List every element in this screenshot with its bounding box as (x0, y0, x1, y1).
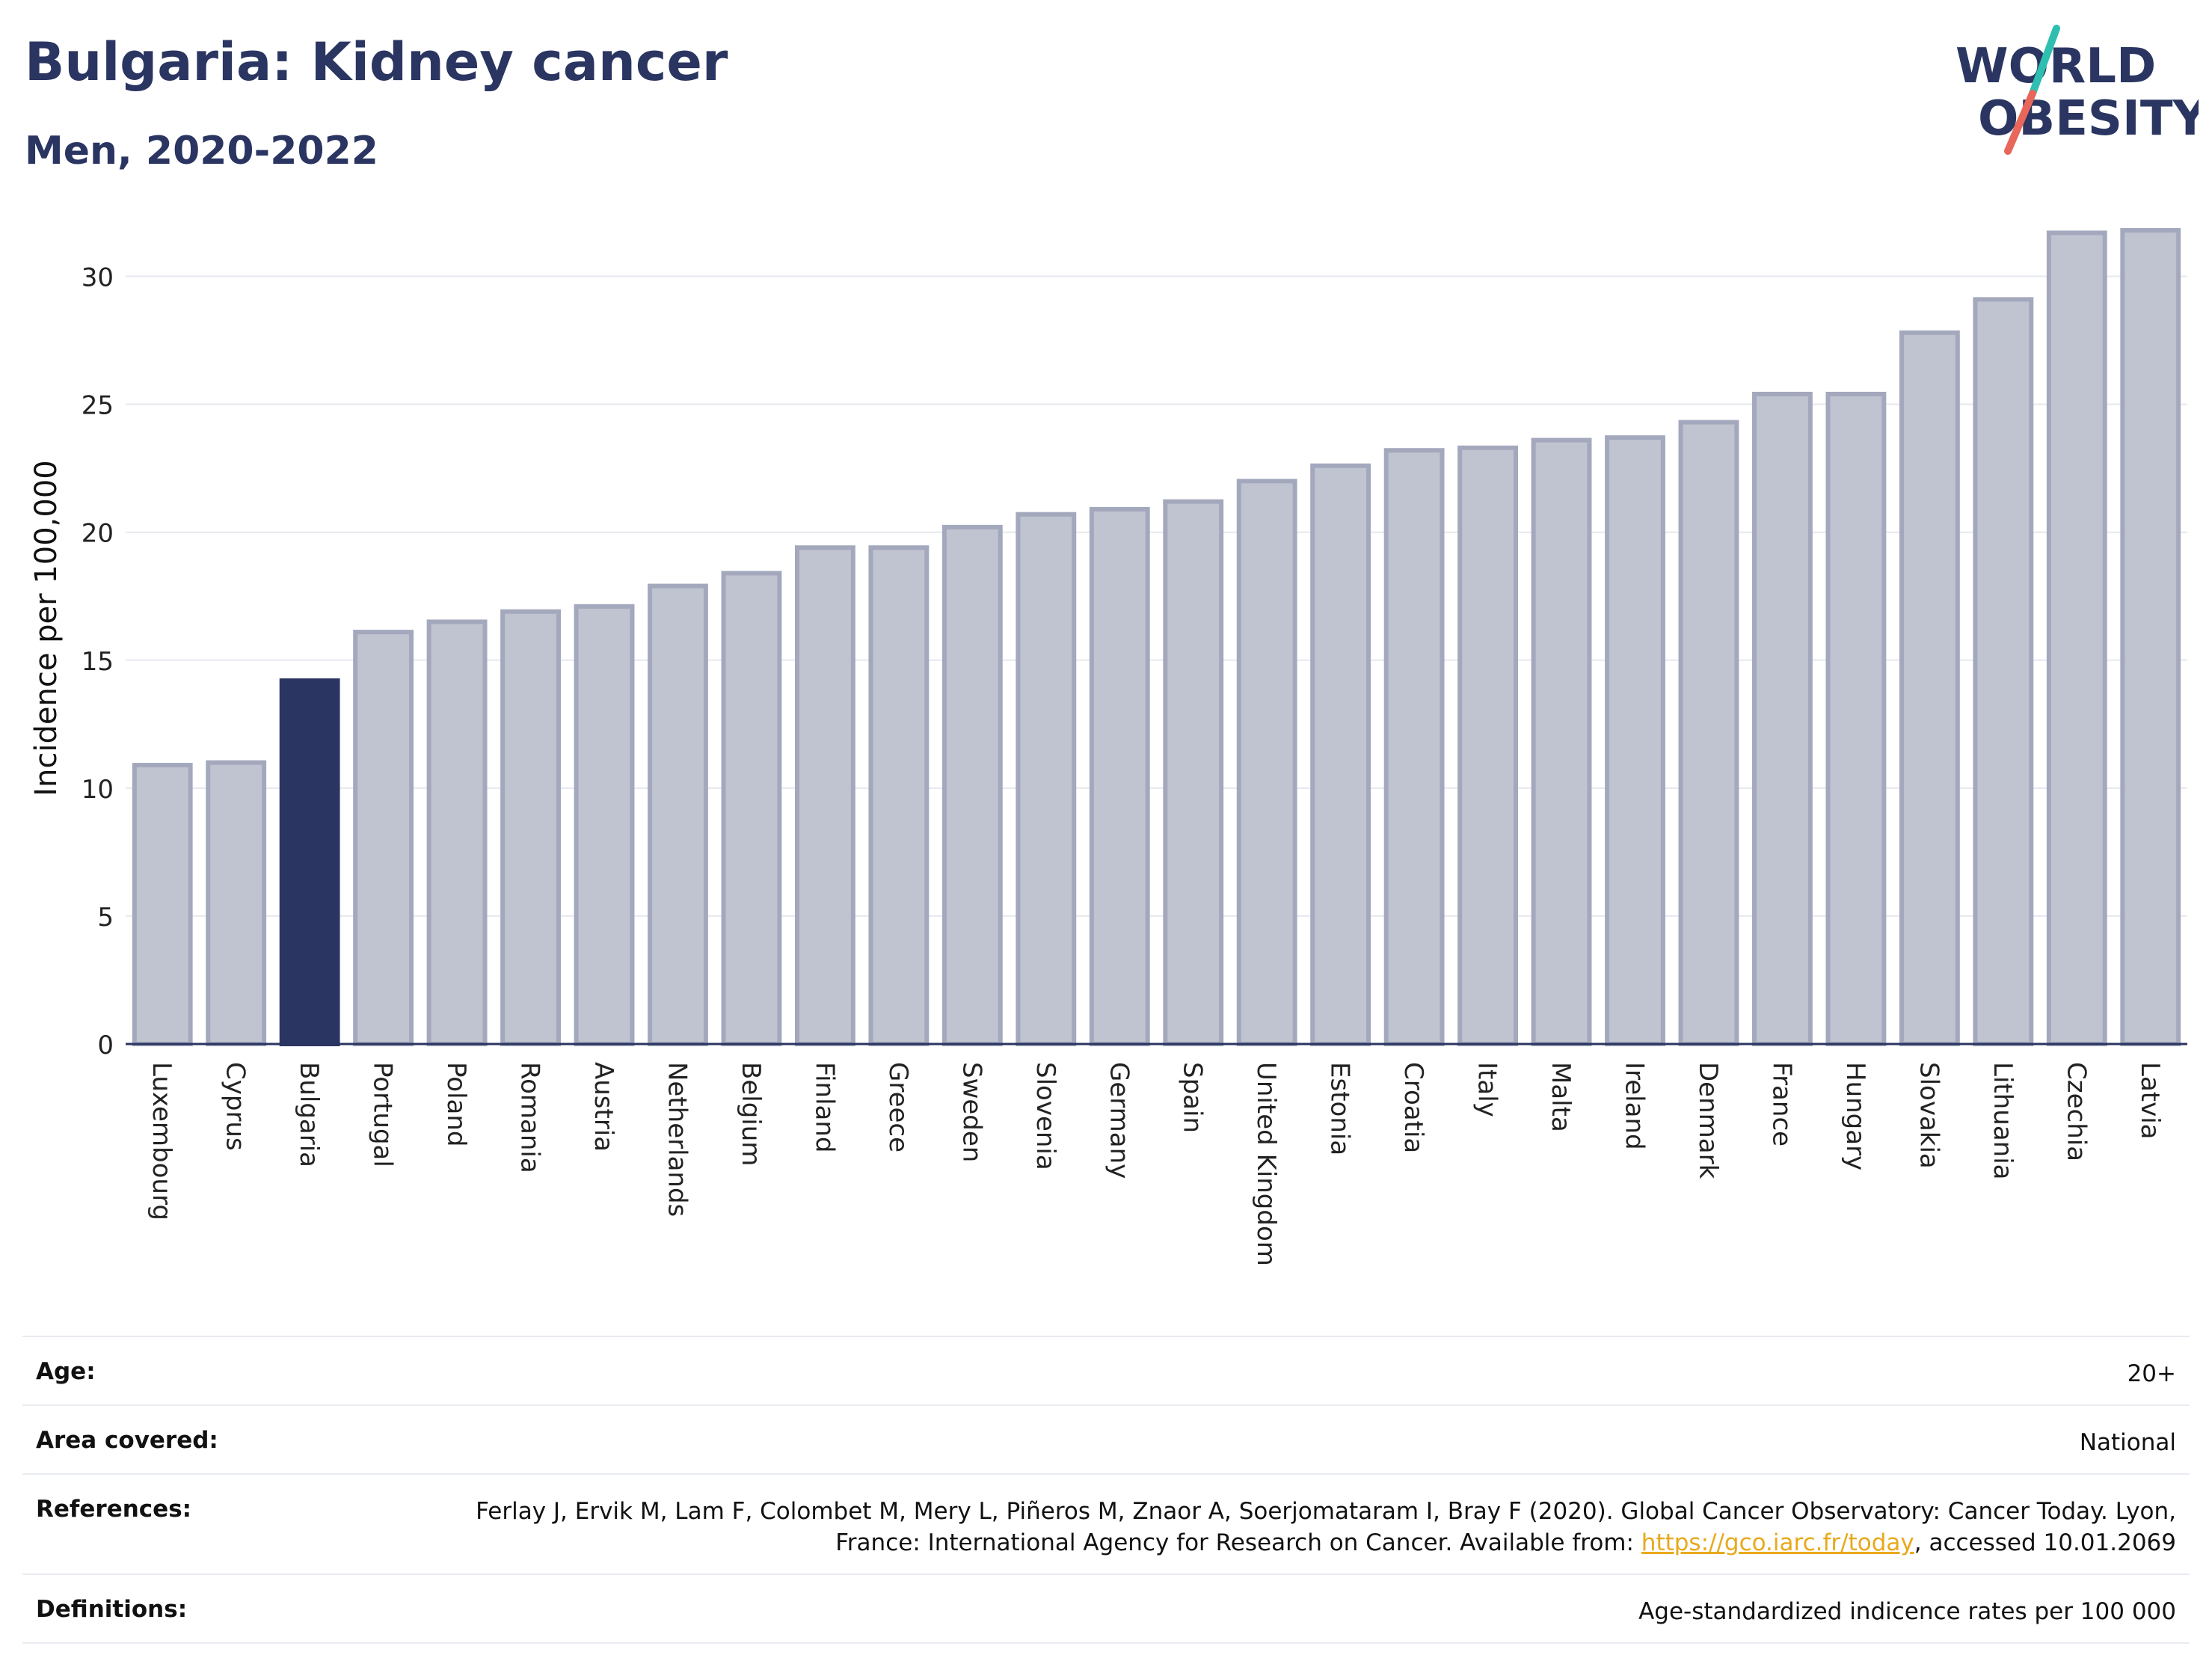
bar-hungary (1825, 391, 1887, 1046)
meta-row-definitions: Definitions: Age-standardized indicence … (22, 1573, 2190, 1644)
x-tick-label: Bulgaria (294, 1062, 324, 1167)
area-label: Area covered: (36, 1427, 218, 1454)
y-tick-labels: 0 5 10 15 20 25 30 (82, 263, 114, 1060)
definitions-label: Definitions: (36, 1596, 188, 1623)
x-tick-label: Slovenia (1030, 1062, 1060, 1170)
references-value: Ferlay J, Ervik M, Lam F, Colombet M, Me… (456, 1496, 2176, 1559)
chart-title: Bulgaria: Kidney cancer (25, 31, 728, 93)
x-tick-label: Belgium (736, 1062, 766, 1166)
x-tick-label: Cyprus (221, 1062, 251, 1151)
meta-row-age: Age: 20+ (22, 1336, 2190, 1404)
bar-germany (1089, 506, 1150, 1046)
bar-croatia (1383, 448, 1445, 1046)
x-tick-label: Poland (441, 1062, 471, 1147)
area-value: National (2079, 1429, 2176, 1456)
x-tick-label: Netherlands (662, 1062, 692, 1217)
bar-greece (868, 545, 930, 1046)
bar-poland (426, 619, 488, 1046)
y-tick-label: 10 (82, 775, 114, 805)
logo-slash-red (2004, 90, 2036, 155)
references-label: References: (36, 1496, 192, 1523)
x-tick-label: Germany (1104, 1062, 1134, 1179)
references-text-2: , accessed 10.01.2069 (1914, 1529, 2176, 1556)
x-tick-label: Lithuania (1988, 1062, 2018, 1179)
bar-latvia (2120, 227, 2181, 1046)
bar-lithuania (1973, 297, 2034, 1046)
x-tick-label: Slovakia (1914, 1062, 1944, 1169)
x-tick-label: Czechia (2061, 1062, 2091, 1161)
x-tick-label: Latvia (2135, 1062, 2165, 1140)
x-tick-label: Austria (589, 1062, 618, 1152)
bar-denmark (1678, 420, 1739, 1046)
y-tick-label: 5 (97, 903, 114, 933)
age-label: Age: (36, 1358, 96, 1385)
logo-line1: WORLD (1956, 39, 2156, 94)
x-tick-label: Denmark (1693, 1062, 1723, 1179)
x-tick-label: Estonia (1325, 1062, 1355, 1155)
chart-metadata-table: Age: 20+ Area covered: National Referenc… (22, 1336, 2190, 1644)
references-text-1: Ferlay J, Ervik M, Lam F, Colombet M, Me… (476, 1498, 2176, 1556)
bar-spain (1163, 499, 1224, 1046)
y-tick-label: 0 (97, 1031, 114, 1060)
references-link[interactable]: https://gco.iarc.fr/today (1641, 1529, 1914, 1556)
logo-slash-teal (2029, 25, 2060, 97)
world-obesity-logo: WORLD OBESITY (1956, 25, 2199, 155)
bar-bulgaria (279, 678, 340, 1046)
x-tick-label: Hungary (1840, 1062, 1870, 1170)
y-tick-label: 20 (82, 519, 114, 549)
age-value: 20+ (2127, 1360, 2176, 1387)
x-tick-label: Italy (1472, 1062, 1502, 1117)
bar-portugal (353, 630, 414, 1046)
bar-romania (500, 609, 561, 1046)
y-axis-label: Incidence per 100,000 (29, 460, 64, 796)
bar-slovenia (1016, 512, 1077, 1046)
x-tick-label: France (1766, 1062, 1796, 1146)
bar-belgium (721, 571, 782, 1046)
bar-finland (794, 545, 855, 1046)
bar-france (1752, 391, 1813, 1046)
x-tick-label: United Kingdom (1251, 1062, 1281, 1266)
bar-luxembourg (132, 763, 193, 1046)
bar-cyprus (206, 760, 267, 1047)
x-tick-label: Luxembourg (147, 1062, 176, 1220)
y-tick-label: 15 (82, 647, 114, 677)
x-tick-label: Ireland (1620, 1062, 1650, 1150)
x-tick-labels: Luxembourg Cyprus Bulgaria Portugal Poland Ro… (147, 1062, 2165, 1266)
y-tick-label: 30 (82, 263, 114, 293)
bar-slovakia (1899, 330, 1960, 1046)
x-tick-label: Romania (515, 1062, 545, 1173)
definitions-value: Age-standardized indicence rates per 100… (1638, 1598, 2176, 1625)
bar-netherlands (648, 583, 708, 1046)
x-tick-label: Spain (1178, 1062, 1208, 1133)
x-tick-label: Portugal (368, 1062, 398, 1167)
meta-row-area: Area covered: National (22, 1404, 2190, 1473)
bar-united-kingdom (1236, 479, 1297, 1046)
bars (132, 227, 2181, 1047)
x-tick-label: Finland (809, 1062, 839, 1153)
bar-estonia (1310, 463, 1371, 1046)
x-tick-label: Greece (883, 1062, 913, 1152)
meta-row-references: References: Ferlay J, Ervik M, Lam F, Co… (22, 1473, 2190, 1573)
bar-czechia (2046, 230, 2107, 1046)
bar-chart: 0 5 10 15 20 25 30 Luxembourg Cyprus Bulgaria Por… (29, 227, 2187, 1266)
bar-malta (1531, 437, 1592, 1046)
bar-austria (574, 604, 635, 1046)
chart-subtitle: Men, 2020-2022 (25, 129, 378, 174)
bar-sweden (941, 524, 1003, 1046)
x-tick-label: Sweden (956, 1062, 986, 1162)
bar-italy (1457, 445, 1519, 1046)
y-tick-label: 25 (82, 391, 114, 421)
bar-ireland (1605, 435, 1665, 1046)
x-tick-label: Croatia (1398, 1062, 1428, 1153)
x-tick-label: Malta (1546, 1062, 1576, 1132)
